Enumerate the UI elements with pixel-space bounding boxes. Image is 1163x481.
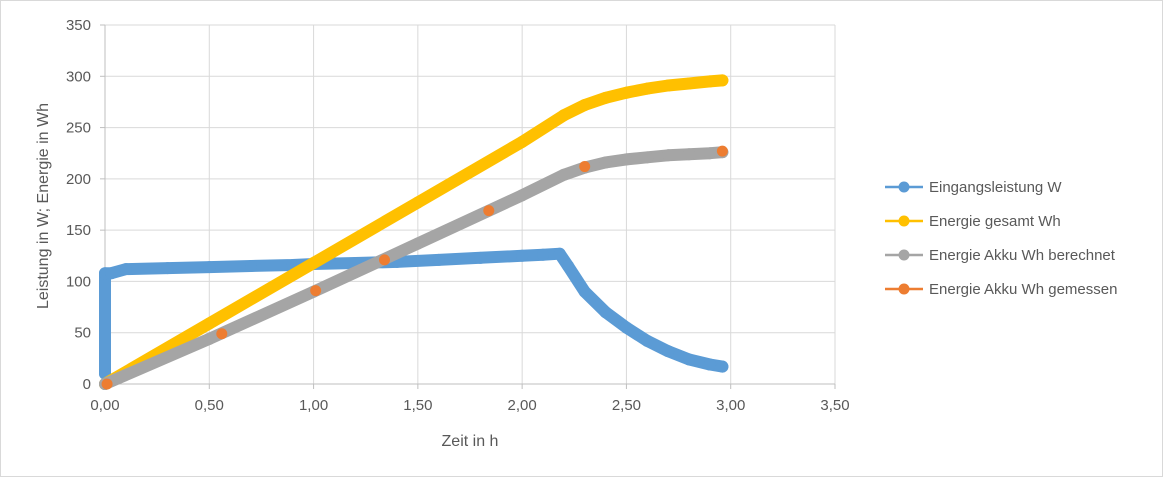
x-tick-label: 3,00 — [716, 397, 745, 414]
data-point — [516, 135, 529, 148]
data-point — [641, 151, 654, 164]
data-point — [716, 360, 729, 373]
data-point — [553, 247, 566, 260]
data-point — [378, 254, 390, 266]
y-tick-label: 300 — [66, 68, 91, 85]
y-tick-label: 100 — [66, 273, 91, 290]
data-point — [119, 263, 132, 276]
data-point — [516, 249, 529, 262]
x-tick-label: 1,50 — [403, 397, 432, 414]
series-marker-band — [99, 247, 729, 380]
x-tick-label: 1,00 — [299, 397, 328, 414]
data-point — [662, 79, 675, 92]
legend-label: Eingangsleistung W — [929, 179, 1062, 196]
data-point — [411, 196, 424, 209]
data-point — [557, 109, 570, 122]
data-point — [620, 153, 633, 166]
data-point — [307, 256, 320, 269]
data-point — [578, 99, 591, 112]
legend-item: Energie Akku Wh gemessen — [885, 281, 1117, 298]
data-point — [641, 334, 654, 347]
data-point — [599, 306, 612, 319]
data-point — [599, 156, 612, 169]
series-eingangsleistung-w — [99, 247, 729, 380]
series-energie-akku-wh-gemessen — [101, 145, 728, 390]
series-layer — [99, 74, 729, 390]
legend: Eingangsleistung W Energie gesamt Wh Energ… — [885, 179, 1117, 298]
data-point — [683, 353, 695, 366]
data-point — [203, 332, 216, 345]
legend-marker — [898, 283, 910, 295]
data-point — [683, 148, 695, 161]
data-point — [703, 75, 716, 88]
x-tick-label: 0,00 — [90, 397, 119, 414]
data-point — [557, 168, 570, 181]
data-point — [411, 237, 424, 250]
data-point — [703, 358, 716, 371]
data-point — [203, 261, 216, 274]
y-tick-label: 250 — [66, 120, 91, 137]
x-tick-label: 2,50 — [612, 397, 641, 414]
x-axis-title: Zeit in h — [442, 433, 499, 450]
y-tick-label: 350 — [66, 17, 91, 34]
data-point — [310, 285, 322, 297]
y-axis-title: Leistung in W; Energie in Wh — [35, 103, 52, 309]
legend-marker — [898, 181, 910, 193]
y-tick-label: 0 — [83, 376, 91, 393]
data-point — [716, 145, 728, 157]
legend-label: Energie gesamt Wh — [929, 213, 1061, 230]
x-tick-label: 2,00 — [508, 397, 537, 414]
data-point — [474, 251, 487, 264]
data-point — [716, 74, 729, 87]
data-point — [432, 253, 445, 266]
x-tick-label: 3,50 — [820, 397, 849, 414]
y-tick-label: 150 — [66, 222, 91, 239]
data-point — [537, 248, 549, 261]
data-point — [483, 205, 495, 217]
data-point — [662, 149, 675, 162]
legend-label: Energie Akku Wh berechnet — [929, 247, 1116, 264]
data-point — [579, 161, 591, 173]
data-point — [101, 378, 113, 390]
data-point — [578, 285, 591, 298]
legend-marker — [898, 215, 910, 227]
data-point — [516, 189, 529, 202]
data-point — [562, 260, 575, 273]
y-tick-label: 50 — [74, 325, 91, 342]
x-tick-label: 0,50 — [195, 397, 224, 414]
data-point — [683, 77, 695, 90]
data-point — [245, 260, 257, 273]
data-point — [641, 82, 654, 95]
data-point — [216, 328, 228, 340]
legend-label: Energie Akku Wh gemessen — [929, 281, 1117, 298]
legend-item: Energie gesamt Wh — [885, 213, 1061, 230]
data-point — [703, 147, 716, 160]
legend-marker — [898, 249, 910, 261]
data-point — [620, 86, 633, 99]
legend-item: Eingangsleistung W — [885, 179, 1062, 196]
series-energie-gesamt-wh — [99, 74, 729, 390]
data-point — [105, 267, 118, 280]
data-point — [161, 262, 174, 275]
series-energie-akku-wh-berechnet — [99, 146, 729, 390]
y-tick-label: 200 — [66, 171, 91, 188]
data-point — [599, 91, 612, 104]
data-point — [662, 345, 675, 358]
data-point — [203, 317, 216, 330]
data-point — [620, 321, 633, 334]
legend-item: Energie Akku Wh berechnet — [885, 247, 1116, 264]
